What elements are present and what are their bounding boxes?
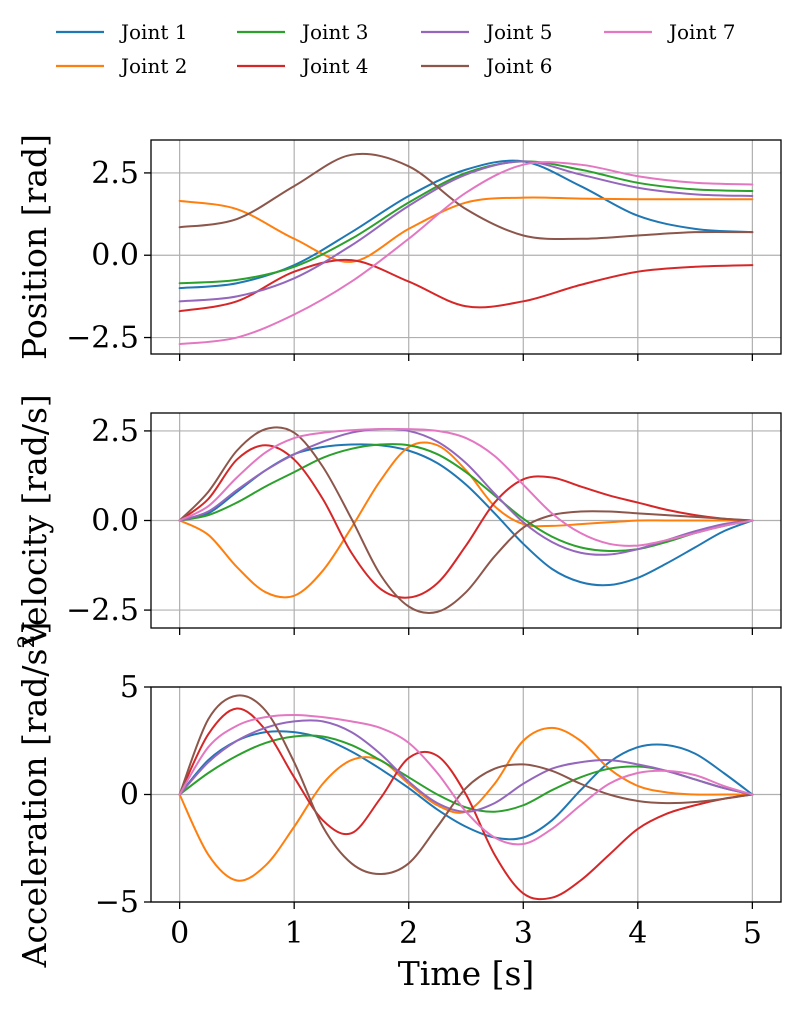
xtick-label: 2 — [399, 916, 418, 951]
position-line-joint-4 — [178, 258, 754, 313]
acceleration-ytick-label: 0 — [120, 778, 139, 813]
acceleration-line-joint-1 — [178, 730, 754, 841]
acceleration-line-joint-4 — [178, 707, 754, 901]
position-line-joint-5 — [178, 160, 754, 303]
position-ytick-label: 0.0 — [91, 238, 139, 273]
acceleration-ylabel: Acceleration [rad/s2] — [15, 622, 54, 969]
acceleration-line-joint-3 — [178, 734, 754, 813]
position-ytick-label: 2.5 — [91, 156, 139, 191]
legend-label: Joint 5 — [484, 20, 552, 44]
acceleration-ytick-label: 5 — [120, 670, 139, 705]
position-line-joint-2 — [178, 196, 754, 263]
xlabel: Time [s] — [398, 954, 535, 993]
legend-label: Joint 4 — [300, 54, 368, 78]
acceleration-line-joint-5 — [178, 719, 754, 813]
xtick-label: 1 — [285, 916, 304, 951]
position-line-joint-3 — [178, 160, 754, 285]
velocity-line-joint-3 — [178, 443, 754, 553]
legend-label: Joint 1 — [119, 20, 187, 44]
velocity-ylabel: Velocity [rad/s] — [15, 394, 54, 648]
xtick-label: 4 — [628, 916, 647, 951]
legend-label: Joint 7 — [667, 20, 735, 44]
position-line-joint-6 — [178, 152, 754, 241]
position-ylabel: Position [rad] — [15, 134, 54, 360]
legend-item: Joint 5 — [421, 20, 552, 44]
velocity-line-joint-6 — [178, 426, 754, 614]
acceleration-line-joint-6 — [178, 694, 754, 876]
legend-item: Joint 1 — [56, 20, 187, 44]
xtick-label: 5 — [743, 916, 762, 951]
position-ytick-label: −2.5 — [66, 321, 139, 356]
velocity-line-joint-7 — [178, 427, 754, 547]
position-line-joint-7 — [178, 161, 754, 346]
velocity-line-joint-5 — [178, 427, 754, 556]
legend-label: Joint 6 — [484, 54, 552, 78]
position-frame — [150, 139, 782, 355]
acceleration-subplot: −5 0 5 0 1 2 3 4 5 Acceleration [rad/s2] — [15, 622, 782, 969]
velocity-ytick-label: 2.5 — [91, 414, 139, 449]
velocity-subplot: −2.5 0.0 2.5 Velocity [rad/s] — [15, 394, 782, 648]
velocity-ytick-label: −2.5 — [66, 593, 139, 628]
legend-label: Joint 2 — [119, 54, 187, 78]
legend-item: Joint 7 — [604, 20, 735, 44]
acceleration-ytick-label: −5 — [95, 885, 139, 920]
legend-item: Joint 2 — [56, 54, 187, 78]
legend-item: Joint 6 — [421, 54, 552, 78]
acceleration-line-joint-2 — [178, 726, 754, 882]
velocity-ytick-label: 0.0 — [91, 504, 139, 539]
legend-item: Joint 3 — [237, 20, 368, 44]
xtick-label: 0 — [170, 916, 189, 951]
velocity-line-joint-2 — [178, 441, 754, 599]
position-subplot: −2.5 0.0 2.5 Position [rad] — [15, 134, 782, 361]
acceleration-line-joint-7 — [178, 713, 754, 846]
legend: Joint 1 Joint 2 Joint 3 Joint 4 Joint 5 Joint… — [56, 20, 735, 78]
xtick-label: 3 — [514, 916, 533, 951]
legend-item: Joint 4 — [237, 54, 368, 78]
legend-label: Joint 3 — [300, 20, 368, 44]
